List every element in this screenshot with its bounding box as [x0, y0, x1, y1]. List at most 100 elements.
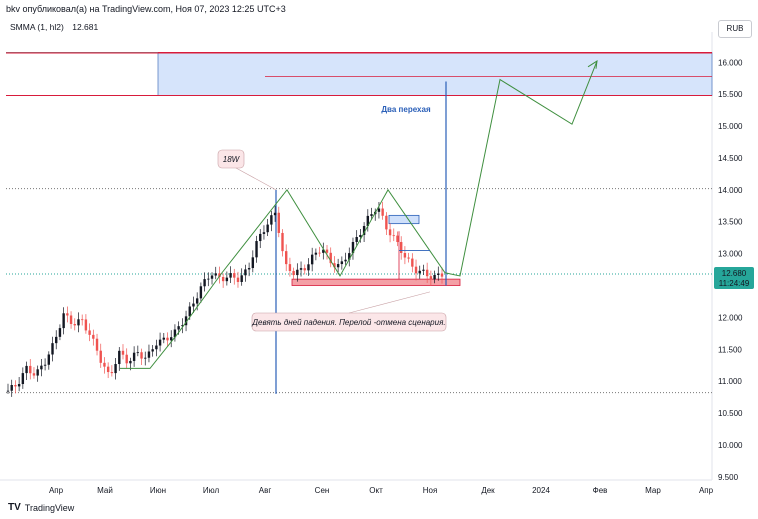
x-tick-label: Июл [203, 486, 220, 495]
candle-body [88, 330, 91, 335]
candle-body [162, 337, 165, 340]
candle-body [77, 319, 80, 326]
indicator-legend[interactable]: SMMA (1, hl2) 12.681 [10, 22, 104, 32]
candle-body [199, 286, 203, 299]
candle-body [355, 237, 358, 242]
x-tick-label: Сен [315, 486, 330, 495]
candle-body [177, 326, 180, 330]
note-pointer [348, 291, 431, 314]
last-price-value: 12.680 [722, 269, 747, 278]
x-tick-label: Ноя [423, 486, 438, 495]
candle-body [329, 252, 332, 264]
candle-body [225, 277, 229, 282]
candle-body [296, 269, 299, 276]
candle-body [99, 350, 102, 363]
candle-body [259, 233, 262, 242]
candle-body [240, 275, 243, 282]
candle-body [399, 242, 403, 254]
candle-body [210, 275, 214, 279]
last-price-time: 11:24:49 [719, 279, 750, 288]
x-tick-label: Июн [150, 486, 166, 495]
x-tick-label: Дек [481, 486, 495, 495]
wave-label: 18W [223, 155, 241, 164]
candle-body [136, 352, 140, 354]
candle-body [62, 313, 65, 329]
x-tick-label: 2024 [532, 486, 550, 495]
y-tick-label: 15.500 [718, 90, 743, 99]
footer-brand[interactable]: TV TradingView [8, 502, 74, 513]
candle-body [292, 270, 295, 276]
candle-body [114, 364, 117, 374]
candle-body [236, 277, 240, 282]
candle-body [270, 215, 273, 225]
candle-body [403, 253, 407, 258]
candle-body [118, 350, 121, 365]
candle-body [155, 345, 158, 350]
candle-body [229, 273, 232, 278]
candle-body [80, 319, 84, 321]
candle-body [69, 315, 73, 325]
x-tick-label: Апр [699, 486, 714, 495]
candle-body [47, 354, 51, 365]
tradingview-logo-icon: TV [8, 502, 21, 513]
candle-body [318, 252, 321, 254]
candle-body [366, 215, 370, 227]
candle-body [14, 385, 17, 387]
candle-body [173, 329, 177, 338]
candle-body [325, 249, 329, 253]
candle-body [73, 324, 76, 326]
candle-body [359, 234, 362, 238]
candle-body [351, 241, 355, 254]
candle-body [151, 349, 154, 352]
note-text: Девять дней падения. Перелой -отмена сце… [251, 318, 445, 327]
chart-title: Два перехая [381, 105, 431, 114]
candle-body [440, 273, 444, 277]
x-tick-label: Окт [369, 486, 383, 495]
candle-body [40, 365, 43, 370]
y-tick-label: 12.000 [718, 313, 743, 322]
candle-body [55, 336, 58, 344]
candle-body [10, 385, 13, 391]
y-tick-label: 15.000 [718, 122, 743, 131]
candle-body [429, 276, 433, 280]
candle-body [203, 279, 206, 287]
candle-body [181, 325, 184, 327]
candle-body [43, 364, 47, 366]
wave-projection-line [120, 60, 598, 369]
candle-body [299, 268, 303, 270]
candle-body [385, 215, 388, 230]
wave-label-pointer [235, 167, 277, 191]
candle-body [110, 372, 114, 374]
candle-body [362, 226, 366, 235]
candle-body [17, 384, 21, 387]
candle-body [66, 313, 69, 316]
candle-body [273, 212, 277, 216]
y-tick-label: 9.500 [718, 473, 739, 482]
candle-body [281, 232, 284, 252]
candle-body [36, 369, 39, 376]
x-tick-label: Мар [645, 486, 661, 495]
candle-body [348, 253, 351, 260]
candle-body [310, 254, 314, 265]
brand-label: TradingView [24, 502, 75, 513]
candle-body [418, 270, 421, 274]
candle-body [414, 266, 418, 274]
y-tick-label: 10.500 [718, 409, 743, 418]
candle-body [392, 235, 395, 237]
candle-body [51, 343, 54, 355]
candle-body [103, 362, 106, 367]
currency-badge[interactable]: RUB [718, 20, 752, 38]
candle-body [307, 264, 310, 271]
candle-body [425, 269, 429, 277]
indicator-value: 12.681 [72, 22, 99, 32]
x-tick-label: Апр [49, 486, 64, 495]
candle-body [370, 214, 373, 216]
candle-body [381, 208, 384, 216]
candle-body [184, 316, 188, 326]
candle-body [58, 328, 62, 337]
candle-body [433, 274, 436, 280]
y-tick-label: 13.000 [718, 250, 743, 259]
candle-body [170, 337, 173, 341]
candle-body [121, 350, 125, 355]
